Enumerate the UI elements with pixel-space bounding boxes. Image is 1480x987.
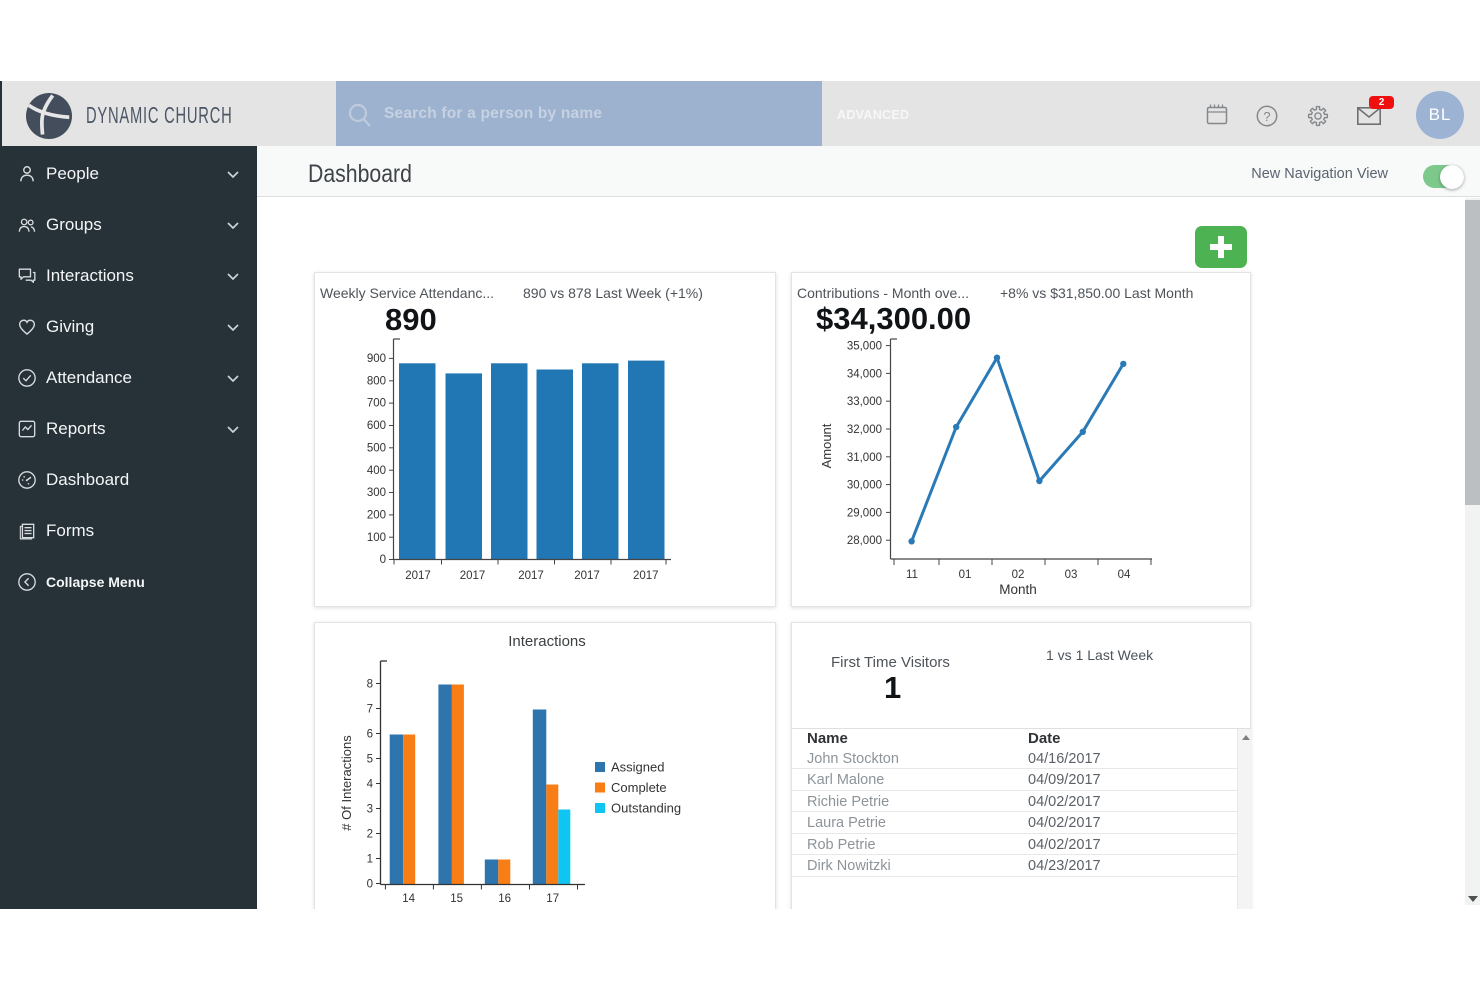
svg-text:3: 3 (367, 804, 373, 816)
svg-text:34,000: 34,000 (847, 368, 882, 380)
svg-text:2017: 2017 (574, 570, 600, 582)
svg-text:400: 400 (367, 465, 386, 477)
svg-text:0: 0 (380, 554, 386, 566)
svg-text:2017: 2017 (460, 570, 486, 582)
svg-text:2017: 2017 (518, 570, 544, 582)
svg-text:900: 900 (367, 353, 386, 365)
svg-text:29,000: 29,000 (847, 507, 882, 519)
svg-text:Amount: Amount (819, 423, 834, 468)
svg-text:800: 800 (367, 375, 386, 387)
svg-text:5: 5 (367, 754, 373, 766)
svg-text:04: 04 (1118, 569, 1131, 581)
svg-text:7: 7 (367, 704, 373, 716)
svg-text:200: 200 (367, 510, 386, 522)
svg-text:2: 2 (367, 829, 373, 841)
svg-text:16: 16 (498, 893, 511, 905)
svg-text:1: 1 (367, 854, 373, 866)
svg-text:30,000: 30,000 (847, 480, 882, 492)
svg-text:# Of Interactions: # Of Interactions (339, 735, 354, 831)
svg-text:2017: 2017 (405, 570, 431, 582)
svg-text:Complete: Complete (611, 780, 667, 795)
svg-text:17: 17 (546, 893, 559, 905)
svg-text:02: 02 (1012, 569, 1025, 581)
svg-text:32,000: 32,000 (847, 424, 882, 436)
svg-text:300: 300 (367, 487, 386, 499)
svg-text:700: 700 (367, 398, 386, 410)
svg-text:600: 600 (367, 420, 386, 432)
svg-text:500: 500 (367, 442, 386, 454)
svg-text:?: ? (1263, 109, 1270, 124)
svg-text:Interactions: Interactions (508, 633, 586, 650)
svg-text:0: 0 (367, 879, 373, 891)
svg-text:6: 6 (367, 729, 373, 741)
svg-text:03: 03 (1065, 569, 1078, 581)
svg-text:11: 11 (906, 569, 918, 581)
svg-text:Month: Month (999, 582, 1037, 597)
svg-text:Assigned: Assigned (611, 760, 664, 775)
svg-text:2017: 2017 (633, 570, 659, 582)
svg-text:01: 01 (959, 569, 972, 581)
svg-text:33,000: 33,000 (847, 396, 882, 408)
svg-text:8: 8 (367, 679, 373, 691)
svg-text:4: 4 (367, 779, 374, 791)
svg-text:14: 14 (402, 893, 415, 905)
svg-text:35,000: 35,000 (847, 341, 882, 353)
svg-text:100: 100 (367, 532, 386, 544)
svg-text:15: 15 (450, 893, 463, 905)
svg-text:Outstanding: Outstanding (611, 801, 681, 816)
svg-text:31,000: 31,000 (847, 452, 882, 464)
svg-text:28,000: 28,000 (847, 535, 882, 547)
